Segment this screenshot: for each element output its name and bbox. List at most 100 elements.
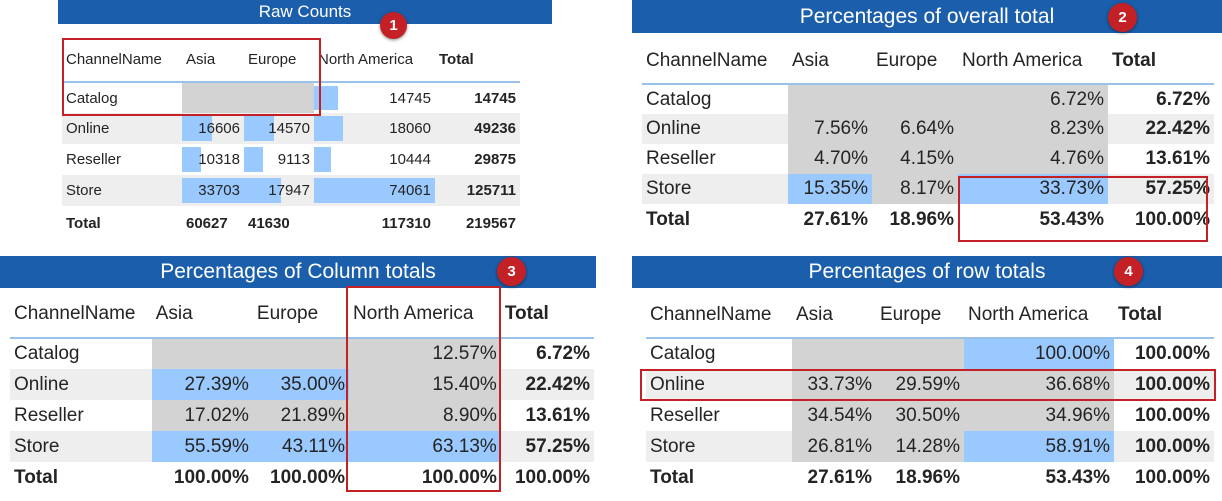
table-row: Online 27.39% 35.00% 15.40% 22.42% [10, 369, 594, 400]
header-asia[interactable]: Asia [155, 302, 193, 324]
cell-north-america: 12.57% [349, 338, 501, 369]
cell-total: 57.25% [1108, 174, 1214, 204]
table-row: Store 33703 17947 74061 125711 [62, 175, 520, 206]
cell-north-america: 33.73% [958, 174, 1108, 204]
header-asia[interactable]: Asia [186, 51, 216, 68]
cell-asia [151, 338, 253, 369]
header-north-america[interactable]: North America [968, 303, 1089, 325]
table-row: Catalog 100.00% 100.00% [646, 338, 1214, 369]
header-asia[interactable]: Asia [792, 49, 829, 71]
table-row: Store 15.35% 8.17% 33.73% 57.25% [642, 174, 1214, 204]
cell-total: 100.00% [514, 466, 590, 488]
cell-europe: 18.96% [889, 209, 954, 230]
step-badge: 2 [1108, 3, 1137, 32]
raw-counts-panel: Raw Counts 1 ChannelName Asia Europe Nor… [58, 0, 552, 245]
cell-north-america: 34.96% [964, 400, 1114, 431]
header-total[interactable]: Total [1118, 303, 1162, 325]
cell-total: 22.42% [1108, 114, 1214, 144]
header-europe[interactable]: Europe [880, 303, 942, 325]
cell-asia: 100.00% [173, 466, 249, 488]
header-total[interactable]: Total [439, 51, 474, 68]
cell-north-america: 53.43% [1039, 209, 1104, 230]
row-label: Reseller [14, 404, 84, 426]
cell-asia [788, 84, 872, 114]
cell-europe: 8.17% [872, 174, 958, 204]
step-badge: 3 [497, 257, 526, 286]
cell-total: 57.25% [500, 431, 594, 462]
cell-north-america: 100.00% [421, 466, 497, 488]
cell-north-america: 8.90% [349, 400, 501, 431]
cell-europe: 100.00% [270, 466, 346, 488]
cell-total: 6.72% [1156, 88, 1210, 110]
cell-total: 100.00% [1134, 404, 1210, 426]
matrix-table: ChannelName Asia Europe North America To… [10, 290, 594, 493]
cell-asia: 55.59% [151, 431, 253, 462]
header-europe[interactable]: Europe [248, 51, 297, 68]
data-bar [182, 178, 244, 203]
row-label: Catalog [646, 88, 712, 110]
matrix-table: ChannelName Asia Europe North America To… [62, 38, 520, 240]
data-bar [314, 178, 435, 203]
cell-europe: 30.50% [876, 400, 964, 431]
panel-title: Percentages of Column totals [0, 256, 596, 288]
row-label: Reseller [66, 151, 122, 168]
cell-north-america: 8.23% [958, 114, 1108, 144]
header-north-america[interactable]: North America [318, 51, 414, 68]
cell-north-america: 10444 [314, 144, 435, 175]
total-row: Total 60627 41630 117310 219567 [62, 206, 520, 240]
row-label: Online [62, 113, 182, 144]
data-bar [314, 116, 344, 141]
cell-asia [792, 338, 876, 369]
header-north-america[interactable]: North America [353, 302, 474, 324]
cell-asia: 34.54% [792, 400, 876, 431]
header-channelname[interactable]: ChannelName [650, 303, 772, 325]
total-row: Total 27.61% 18.96% 53.43% 100.00% [646, 462, 1214, 494]
row-label: Online [10, 369, 152, 400]
cell-europe: 14570 [244, 113, 314, 144]
cell-total: 13.61% [1145, 148, 1210, 169]
overall-total-panel: Percentages of overall total 2 ChannelNa… [632, 0, 1222, 245]
cell-north-america: 100.00% [964, 338, 1114, 369]
cell-total: 14745 [474, 89, 516, 107]
header-europe[interactable]: Europe [876, 49, 938, 71]
table-row: Catalog 12.57% 6.72% [10, 338, 594, 369]
row-label: Store [646, 431, 792, 462]
row-label: Catalog [650, 343, 716, 364]
total-row: Total 100.00% 100.00% 100.00% 100.00% [10, 462, 594, 493]
header-channelname[interactable]: ChannelName [14, 302, 136, 324]
row-label: Online [646, 369, 792, 400]
cell-europe: 43.11% [252, 431, 350, 462]
cell-asia: 17.02% [151, 400, 253, 431]
table-row: Online 7.56% 6.64% 8.23% 22.42% [642, 114, 1214, 144]
cell-asia: 27.61% [807, 467, 872, 488]
cell-total: 22.42% [500, 369, 594, 400]
header-europe[interactable]: Europe [256, 302, 319, 324]
step-badge: 4 [1114, 257, 1143, 286]
cell-europe [244, 82, 314, 113]
data-bar [182, 116, 213, 141]
header-north-america[interactable]: North America [962, 49, 1083, 71]
table-row: Store 26.81% 14.28% 58.91% 100.00% [646, 431, 1214, 462]
header-asia[interactable]: Asia [796, 303, 833, 325]
cell-total: 219567 [465, 214, 516, 232]
cell-asia: 60627 [186, 214, 228, 232]
header-channelname[interactable]: ChannelName [66, 51, 162, 68]
cell-europe: 17947 [244, 175, 314, 206]
row-label: Total [646, 209, 690, 230]
cell-total: 13.61% [525, 404, 590, 426]
cell-europe: 29.59% [876, 369, 964, 400]
header-total[interactable]: Total [504, 302, 549, 324]
cell-asia: 16606 [182, 113, 244, 144]
cell-europe [876, 338, 964, 369]
cell-europe: 9113 [244, 144, 314, 175]
cell-north-america: 53.43% [1045, 467, 1110, 488]
cell-north-america: 63.13% [349, 431, 501, 462]
header-total[interactable]: Total [1112, 49, 1156, 71]
table-row: Online 33.73% 29.59% 36.68% 100.00% [646, 369, 1214, 400]
cell-asia: 15.35% [788, 174, 872, 204]
cell-north-america: 4.76% [958, 144, 1108, 174]
header-channelname[interactable]: ChannelName [646, 49, 768, 71]
table-row: Store 55.59% 43.11% 63.13% 57.25% [10, 431, 594, 462]
row-label: Reseller [646, 148, 716, 169]
cell-europe: 14.28% [876, 431, 964, 462]
